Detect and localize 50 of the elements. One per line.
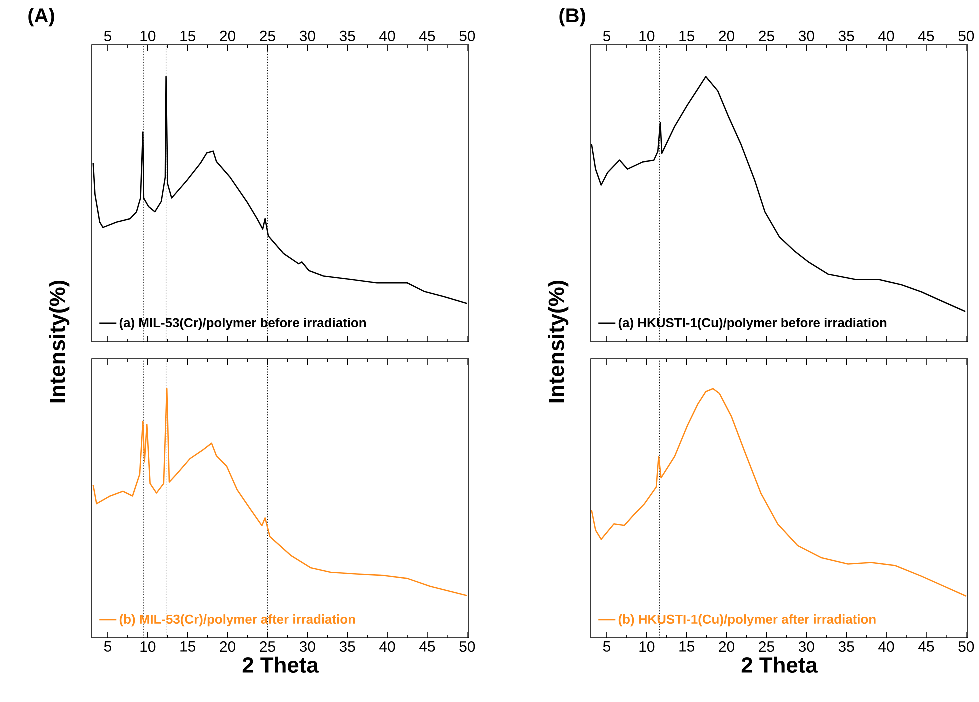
x-tick-label: 20 xyxy=(220,30,236,42)
x-tick-label: 45 xyxy=(420,31,436,42)
x-tick-label: 50 xyxy=(958,30,974,42)
legend-label: (a) HKUSTI-1(Cu)/polymer before irradiation xyxy=(618,318,887,330)
legend-label: (b) HKUSTI-1(Cu)/polymer after irradiation xyxy=(618,614,876,627)
x-tick-label: 25 xyxy=(260,30,276,42)
x-tick-label: 25 xyxy=(759,642,774,652)
x-tick-label: 25 xyxy=(260,642,276,652)
x-tick-label: 30 xyxy=(300,30,316,42)
x-tick-label: 10 xyxy=(140,30,156,42)
legend-label: (b) MIL-53(Cr)/polymer after irradiation xyxy=(120,614,356,627)
x-tick-label: 20 xyxy=(719,642,735,652)
x-tick-label: 35 xyxy=(838,642,854,652)
x-axis-title: 2 Theta xyxy=(242,656,319,674)
x-tick-label: 15 xyxy=(180,642,196,652)
x-tick-label: 5 xyxy=(104,31,112,42)
x-tick-label: 45 xyxy=(918,31,934,42)
x-tick-label: 20 xyxy=(220,642,236,652)
x-tick-label: 30 xyxy=(798,642,814,652)
x-tick-label: 15 xyxy=(680,31,695,42)
x-tick-label: 35 xyxy=(340,642,356,652)
x-tick-label: 5 xyxy=(603,642,611,652)
x-tick-label: 25 xyxy=(759,30,774,42)
x-tick-label: 40 xyxy=(878,30,894,42)
x-tick-label: 10 xyxy=(140,642,156,652)
legend-label: (a) MIL-53(Cr)/polymer before irradiation xyxy=(120,318,366,330)
x-tick-label: 50 xyxy=(460,642,476,652)
x-tick-label: 10 xyxy=(640,642,655,652)
x-tick-label: 15 xyxy=(680,642,695,652)
x-tick-label: 40 xyxy=(380,30,396,42)
x-tick-label: 15 xyxy=(180,31,196,42)
x-tick-label: 5 xyxy=(603,31,611,42)
x-tick-label: 5 xyxy=(104,642,112,652)
x-tick-label: 45 xyxy=(420,642,436,652)
x-tick-label: 35 xyxy=(340,30,356,42)
x-tick-label: 50 xyxy=(958,642,974,652)
x-tick-label: 35 xyxy=(838,30,854,42)
x-tick-label: 30 xyxy=(798,30,814,42)
x-tick-label: 20 xyxy=(719,30,735,42)
x-tick-label: 40 xyxy=(878,642,894,652)
y-axis-title: Intensity(%) xyxy=(548,280,569,403)
x-tick-label: 50 xyxy=(460,30,476,42)
x-tick-label: 40 xyxy=(380,642,396,652)
chart-title: (A) xyxy=(28,8,54,27)
x-tick-label: 45 xyxy=(918,642,934,652)
chart-title: (B) xyxy=(560,8,586,27)
y-axis-title: Intensity(%) xyxy=(49,280,70,403)
x-axis-title: 2 Theta xyxy=(742,656,818,674)
x-tick-label: 10 xyxy=(640,30,655,42)
x-tick-label: 30 xyxy=(300,642,316,652)
